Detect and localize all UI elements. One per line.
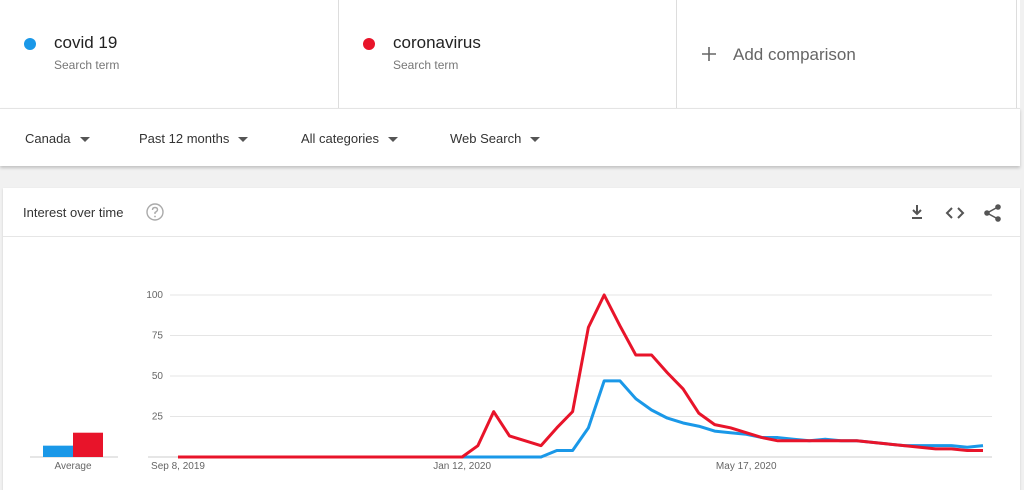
plus-icon [702, 47, 716, 61]
filter-label: Web Search [450, 131, 522, 146]
share-icon[interactable] [984, 204, 1001, 222]
y-tick-label: 75 [152, 331, 164, 342]
series-line [178, 379, 984, 459]
embed-icon[interactable] [945, 207, 965, 219]
filter[interactable]: Canada [25, 131, 90, 146]
add-comparison[interactable]: Add comparison [676, 0, 1017, 108]
filter-label: Past 12 months [139, 131, 230, 146]
search-terms: covid 19 Search term coronavirus Search … [0, 0, 1020, 108]
term-name: covid 19 [54, 33, 118, 52]
average-label: Average [54, 461, 92, 472]
help-icon[interactable] [145, 202, 165, 222]
term-type: Search term [393, 58, 459, 72]
y-tick-label: 25 [152, 412, 164, 423]
card-title: Interest over time [23, 205, 124, 220]
divider [3, 236, 1020, 237]
y-tick-label: 50 [152, 371, 164, 382]
search-term[interactable]: coronavirus Search term [338, 0, 676, 108]
search-term[interactable]: covid 19 Search term [0, 0, 338, 108]
filter-label: All categories [301, 131, 380, 146]
term-name: coronavirus [393, 33, 481, 52]
term-type: Search term [54, 58, 120, 72]
term-dot [363, 38, 375, 50]
filters: Canada Past 12 months All categories Web… [0, 108, 1020, 166]
series-line [178, 293, 983, 459]
download-icon[interactable] [912, 205, 922, 219]
filter[interactable]: Past 12 months [139, 131, 249, 146]
filter[interactable]: Web Search [450, 131, 541, 146]
filter-label: Canada [25, 131, 71, 146]
term-dot [24, 38, 36, 50]
filter[interactable]: All categories [301, 131, 399, 146]
x-tick-label: Jan 12, 2020 [433, 461, 491, 472]
average-bar [43, 445, 73, 457]
y-tick-label: 100 [146, 290, 163, 301]
add-comparison-label: Add comparison [733, 45, 856, 64]
average-bar [73, 432, 103, 457]
x-tick-label: May 17, 2020 [716, 461, 777, 472]
card-actions [912, 204, 1001, 222]
x-tick-label: Sep 8, 2019 [151, 461, 205, 472]
